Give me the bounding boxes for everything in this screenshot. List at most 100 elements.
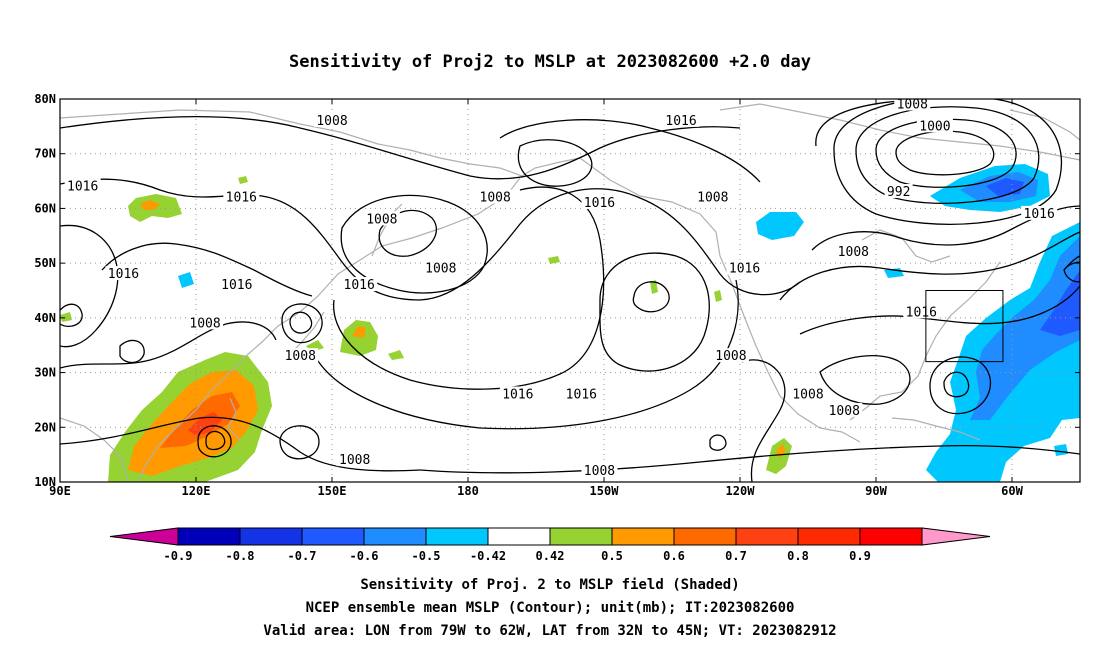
- isobar-ring-9: [1063, 261, 1080, 283]
- contour-label: 1008: [285, 349, 316, 364]
- contour-label-bg: [218, 277, 255, 292]
- contour-label: 1008: [316, 114, 347, 129]
- isobar-east-7: [929, 356, 991, 415]
- contour-label: 1008: [366, 212, 397, 227]
- lon-tick-label: 90E: [49, 484, 71, 498]
- contour-label: 1000: [919, 119, 950, 134]
- contour-label: 1008: [425, 262, 456, 277]
- contour-label-bg: [105, 266, 142, 281]
- colorbar-over-triangle: [921, 527, 991, 546]
- lon-tick-label: 150W: [590, 484, 620, 498]
- contour-label: 1016: [221, 278, 252, 293]
- contour-label: 1008: [189, 316, 220, 331]
- isobar-east-4: [819, 355, 911, 405]
- lon-tick-label: 180: [457, 484, 479, 498]
- isobar-10: [517, 139, 593, 187]
- contour-label-bg: [790, 386, 826, 401]
- contour-label: 1016: [566, 387, 597, 402]
- contour-label-bg: [187, 315, 224, 330]
- colorbar-label: 0.9: [849, 549, 871, 563]
- contour-label: 1008: [897, 97, 928, 112]
- colorbar-label: 0.5: [601, 549, 623, 563]
- contour-label: 992: [887, 185, 910, 200]
- lon-tick-label: 60W: [1001, 484, 1023, 498]
- isobar-9: [632, 281, 670, 313]
- contour-label-bg: [422, 260, 459, 275]
- lat-tick-label: 30N: [34, 366, 56, 380]
- contour-label: 1016: [67, 180, 98, 195]
- isobar-11: [499, 119, 761, 183]
- lon-tick-label: 120E: [182, 484, 211, 498]
- colorbar-bin: [549, 527, 613, 546]
- isobar-6: [333, 186, 605, 390]
- contour-label-bg: [581, 194, 618, 209]
- lat-tick-label: 50N: [34, 256, 56, 270]
- shade-negative-atlantic-mid: [970, 236, 1080, 420]
- isobar-ring-7: [119, 339, 145, 364]
- lat-tick-label: 70N: [34, 147, 56, 161]
- isobar-south: [419, 444, 1080, 474]
- contour-label: 1016: [502, 387, 533, 402]
- shade-negative-alaska-south: [756, 212, 804, 240]
- contour-label-bg: [894, 99, 931, 111]
- shade-positive-japan-east: [340, 320, 378, 356]
- shade-positive-japan-east-core: [352, 326, 366, 338]
- colorbar-bin: [301, 527, 365, 546]
- contour-label-bg: [282, 348, 319, 363]
- contour-label-bg: [712, 348, 749, 363]
- isobar-west-2: [60, 321, 277, 369]
- isobar-ring-1: [289, 311, 313, 334]
- lon-tick-label: 90W: [865, 484, 887, 498]
- colorbar-label: -0.7: [288, 549, 317, 563]
- contour-label-bg: [581, 463, 618, 478]
- contour-label-bg: [726, 260, 763, 275]
- contour-label-bg: [477, 189, 514, 204]
- colorbar-label: -0.9: [164, 549, 193, 563]
- contour-label: 1008: [480, 190, 511, 205]
- shade-negative-atlantic-core: [1040, 270, 1080, 336]
- isobar-ring-2: [281, 303, 323, 344]
- coast-hudson: [861, 229, 951, 263]
- contour-label-bg: [363, 211, 400, 226]
- colorbar-label: -0.42: [470, 549, 506, 563]
- colorbar-label: 0.8: [787, 549, 809, 563]
- contour-label: 1008: [715, 349, 746, 364]
- colorbar-bin: [425, 527, 489, 546]
- coast-indochina: [60, 417, 129, 482]
- isobar-south-2: [60, 416, 421, 472]
- colorbar-label: -0.6: [350, 549, 379, 563]
- isobar-ring-5: [279, 425, 320, 460]
- contour-label: 1008: [697, 190, 728, 205]
- colorbar-bin: [239, 527, 303, 546]
- coast-philippines: [227, 397, 241, 441]
- colorbar-bin: [611, 527, 675, 546]
- isobar-east-2: [779, 231, 1080, 301]
- contour-label-bg: [663, 112, 700, 127]
- colorbar-bin: [363, 527, 427, 546]
- isobar-ring-8: [709, 434, 727, 451]
- contour-label-bg: [903, 304, 940, 319]
- isobar-east-3: [799, 285, 1080, 335]
- contour-label: 1016: [108, 267, 139, 282]
- contour-label: 1008: [584, 464, 615, 479]
- caption-shading: Sensitivity of Proj. 2 to MSLP field (Sh…: [360, 577, 739, 593]
- colorbar-bin: [177, 527, 241, 546]
- contour-label-bg: [884, 184, 913, 199]
- colorbar-label: 0.42: [536, 549, 565, 563]
- lon-tick-label: 120W: [726, 484, 756, 498]
- colorbar-label: -0.5: [412, 549, 441, 563]
- contour-label-bg: [694, 189, 731, 204]
- caption-valid-area: Valid area: LON from 79W to 62W, LAT fro…: [263, 623, 836, 639]
- captions: Sensitivity of Proj. 2 to MSLP field (Sh…: [263, 577, 836, 639]
- contour-label: 1008: [792, 387, 823, 402]
- contour-label-bg: [916, 118, 953, 133]
- shade-negative-small-1: [178, 272, 194, 288]
- contour-label: 1016: [1024, 207, 1055, 222]
- isobar-4: [378, 209, 437, 257]
- map-frame: [59, 98, 1081, 483]
- contour-label: 1008: [829, 404, 860, 419]
- coast-caribbean: [891, 417, 981, 441]
- isobar-ring-3: [205, 430, 226, 451]
- contour-label: 1016: [226, 190, 257, 205]
